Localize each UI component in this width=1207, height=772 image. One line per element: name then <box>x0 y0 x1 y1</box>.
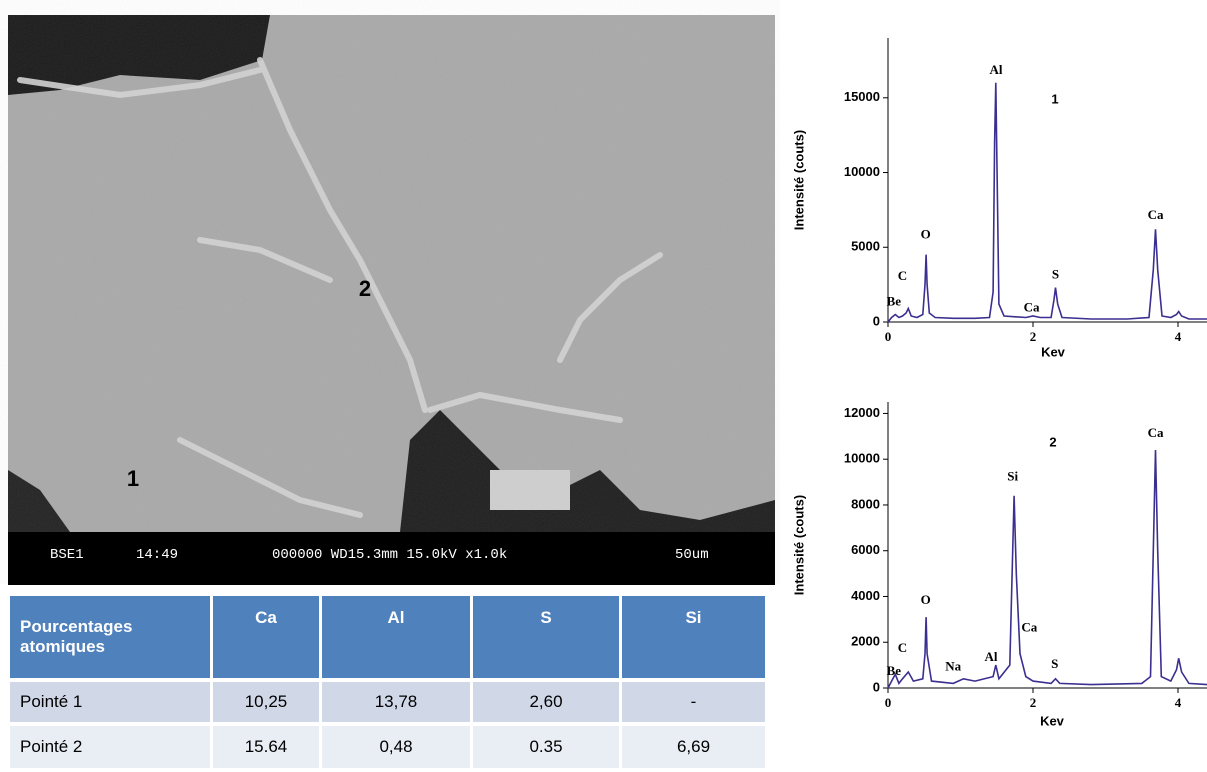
cell: 15.64 <box>213 726 322 768</box>
y-tick-label: 0 <box>873 313 880 328</box>
cell: 6,69 <box>622 726 768 768</box>
y-tick-label: 0 <box>873 679 880 694</box>
y-tick-label: 10000 <box>844 451 880 466</box>
header-cell: Pourcentages atomiques <box>10 596 213 678</box>
caption-time: 14:49 <box>136 547 178 563</box>
x-tick-label: 2 <box>1030 695 1037 710</box>
x-tick-label: 0 <box>885 329 892 344</box>
peak-label: Be <box>887 663 902 678</box>
peak-label: Be <box>887 294 902 309</box>
cell: - <box>622 682 768 722</box>
table-row: Pointé 2 15.64 0,48 0.35 6,69 <box>10 726 768 768</box>
x-axis-label: Kev <box>1041 344 1066 359</box>
peak-label: Al <box>984 649 997 664</box>
y-tick-label: 10000 <box>844 164 880 179</box>
header-row: Pourcentages atomiques Ca Al S Si <box>10 596 768 678</box>
row-label: Pointé 1 <box>10 682 213 722</box>
point-label: 1 <box>127 466 139 491</box>
peak-label: C <box>898 268 907 283</box>
x-tick-label: 4 <box>1175 695 1182 710</box>
caption-mode: BSE1 <box>50 547 84 563</box>
peak-label: Ca <box>1148 207 1164 222</box>
row-label: Pointé 2 <box>10 726 213 768</box>
cell: 13,78 <box>322 682 473 722</box>
y-tick-label: 6000 <box>851 542 880 557</box>
y-axis-label: Intensité (couts) <box>791 495 806 595</box>
header-cell: Si <box>622 596 768 678</box>
caption-info: 000000 WD15.3mm 15.0kV x1.0k <box>272 547 507 563</box>
peak-label: Al <box>990 62 1003 77</box>
y-tick-label: 15000 <box>844 89 880 104</box>
peak-label: Na <box>945 658 961 673</box>
chart-title: 1 <box>1051 91 1058 106</box>
peak-label: S <box>1052 267 1059 282</box>
peak-label: Si <box>1007 468 1018 483</box>
spectrum-line <box>887 82 1207 323</box>
x-tick-label: 0 <box>885 695 892 710</box>
header-cell: Ca <box>213 596 322 678</box>
y-tick-label: 2000 <box>851 634 880 649</box>
table-row: Pointé 1 10,25 13,78 2,60 - <box>10 682 768 722</box>
y-tick-label: 12000 <box>844 405 880 420</box>
peak-label: Ca <box>1148 425 1164 440</box>
chart-title: 2 <box>1049 434 1056 449</box>
header-cell: S <box>473 596 622 678</box>
x-tick-label: 4 <box>1175 329 1182 344</box>
peak-label: O <box>921 226 931 241</box>
y-tick-label: 4000 <box>851 588 880 603</box>
caption-bar <box>8 532 775 585</box>
peak-label: S <box>1051 656 1058 671</box>
peak-label: O <box>921 592 931 607</box>
x-axis-label: Kev <box>1040 713 1065 728</box>
spectrum-line <box>887 449 1207 689</box>
sem-texture <box>8 15 775 532</box>
cell: 0.35 <box>473 726 622 768</box>
sem-image: 1 2 BSE1 14:49 000000 WD15.3mm 15.0kV x1… <box>8 15 775 585</box>
peak-label: Ca <box>1024 300 1040 315</box>
y-tick-label: 5000 <box>851 239 880 254</box>
point-label: 2 <box>359 276 371 301</box>
y-axis-label: Intensité (couts) <box>791 130 806 230</box>
x-tick-label: 2 <box>1030 329 1037 344</box>
cell: 0,48 <box>322 726 473 768</box>
cell: 10,25 <box>213 682 322 722</box>
peak-label: Ca <box>1021 619 1037 634</box>
header-cell: Al <box>322 596 473 678</box>
data-table: Pourcentages atomiques Ca Al S Si Pointé… <box>10 592 768 772</box>
peak-label: C <box>898 640 907 655</box>
cell: 2,60 <box>473 682 622 722</box>
y-tick-label: 8000 <box>851 496 880 511</box>
caption-scale: 50um <box>675 547 709 563</box>
